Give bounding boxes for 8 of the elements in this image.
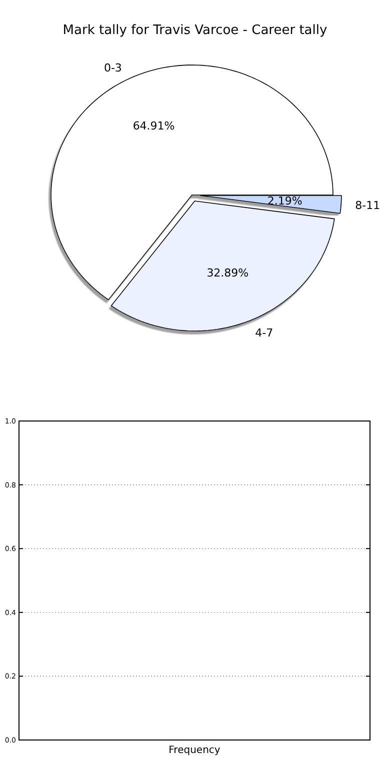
- data-label: 2.19%: [267, 194, 302, 208]
- data-label: 64.91%: [132, 119, 175, 132]
- x-tick-label: Frequency: [168, 745, 220, 756]
- data-label: 32.89%: [206, 266, 249, 280]
- slice-label: 8-11: [355, 199, 380, 212]
- slice-label: 4-7: [255, 326, 274, 340]
- chart-title: Mark tally for Travis Varcoe - Career tally: [62, 23, 328, 38]
- slice-label: 0-3: [104, 61, 122, 74]
